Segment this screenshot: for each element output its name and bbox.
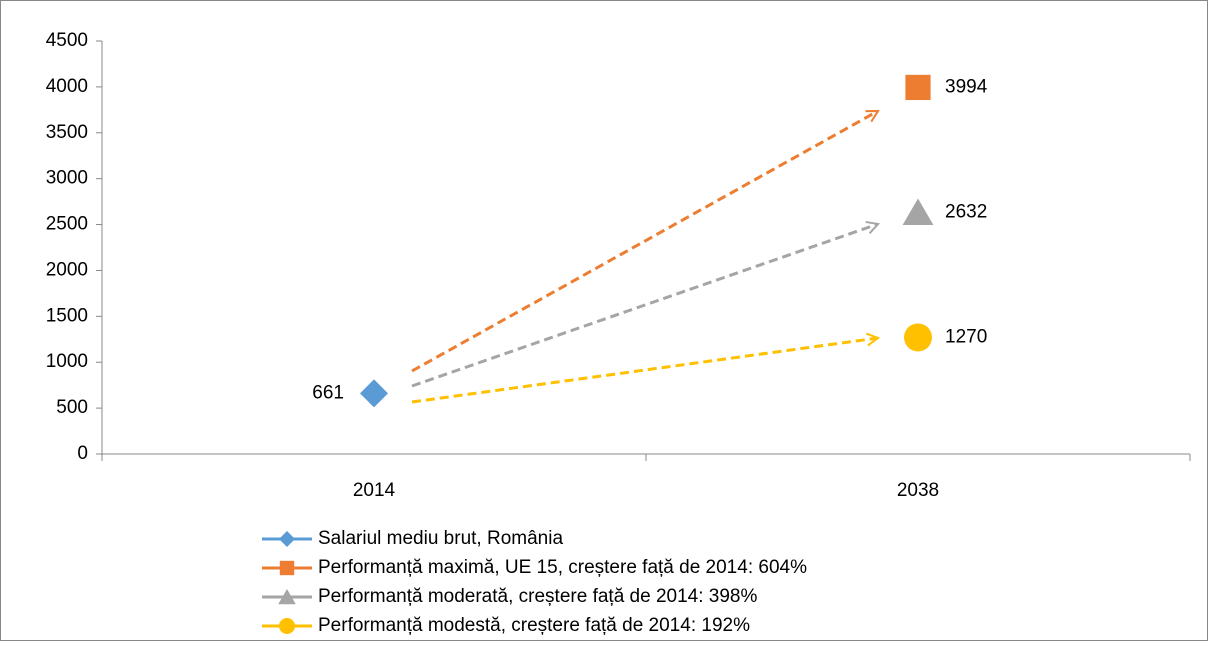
data-point (905, 74, 931, 101)
data-label: 661 (312, 382, 344, 403)
x-tick-label: 2014 (353, 480, 396, 501)
legend-marker (279, 618, 295, 634)
legend-label: Performanță moderată, creștere față de 2… (318, 586, 757, 607)
y-tick-label: 3500 (46, 122, 88, 143)
legend-marker (278, 589, 296, 605)
data-label: 3994 (945, 76, 988, 97)
legend-label: Performanță modestă, creștere față de 20… (318, 615, 750, 636)
data-point (902, 198, 934, 226)
y-tick-label: 2000 (46, 259, 88, 280)
y-tick-label: 500 (56, 397, 88, 418)
y-tick-label: 1000 (46, 351, 88, 372)
arrow (411, 224, 878, 388)
legend-label: Salariul mediu brut, România (318, 528, 563, 549)
data-label: 2632 (945, 201, 987, 222)
legend-label: Performanță maximă, UE 15, creștere față… (318, 557, 807, 578)
y-tick-label: 4000 (46, 76, 88, 97)
arrow (411, 338, 878, 404)
y-tick-label: 0 (77, 443, 88, 464)
data-label: 1270 (945, 326, 987, 347)
y-tick-label: 1500 (46, 305, 88, 326)
legend-marker (279, 531, 295, 547)
x-tick-label: 2038 (897, 480, 939, 501)
data-point (904, 323, 932, 352)
y-tick-label: 3000 (46, 168, 88, 189)
y-tick-label: 4500 (46, 30, 88, 51)
y-tick-label: 2500 (46, 214, 88, 235)
data-point (360, 379, 388, 408)
legend-marker (279, 560, 295, 576)
arrow (411, 109, 878, 373)
